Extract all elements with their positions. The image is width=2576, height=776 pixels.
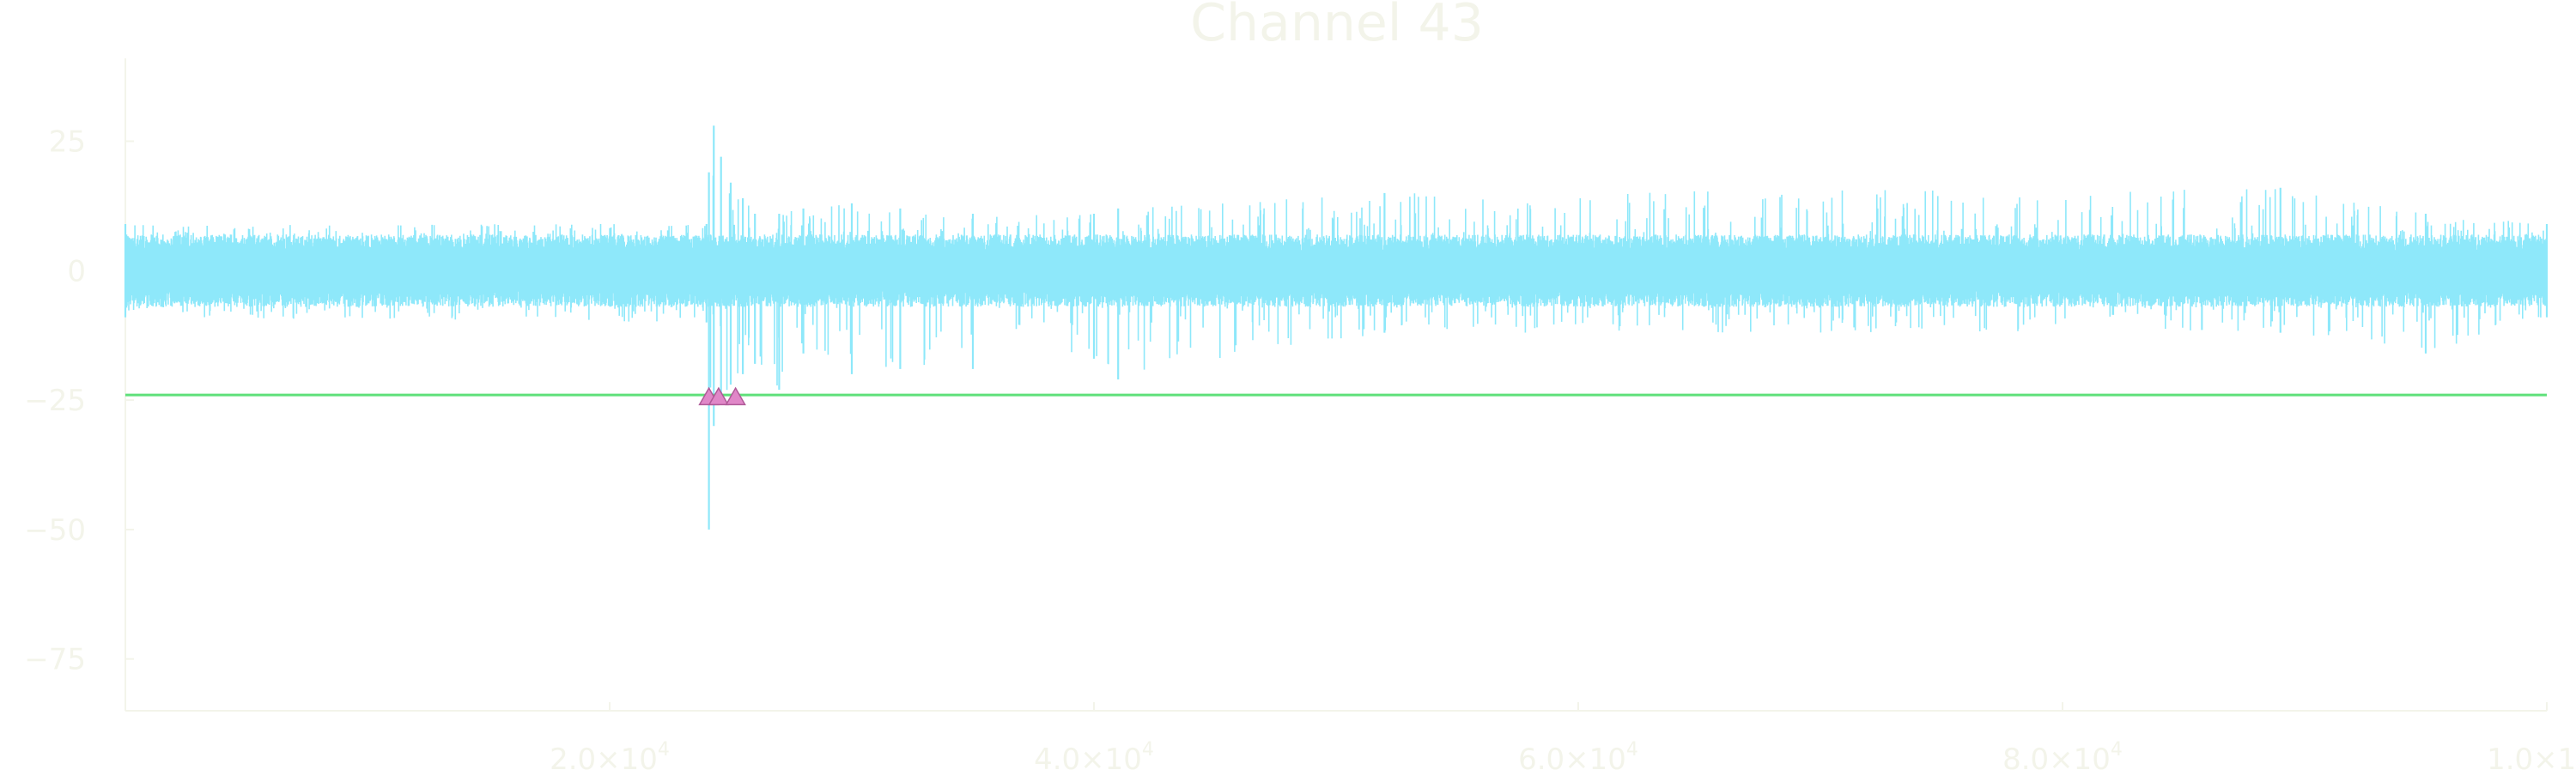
x-tick-label-base: 8.0×10 [2002, 743, 2111, 773]
x-tick-label-base: 4.0×10 [1034, 743, 1142, 773]
signal-trace [124, 125, 2549, 530]
x-tick-label-base: 2.0×10 [550, 743, 658, 773]
x-tick-label-exponent: 4 [1626, 739, 1638, 761]
spike-markers [698, 386, 746, 406]
x-tick-label: 4.0×104 [1034, 739, 1154, 773]
y-tick-label: −25 [24, 384, 86, 418]
x-tick-label-base: 6.0×10 [1518, 743, 1626, 773]
x-tick-label-base: 1.0×10 [2487, 743, 2576, 773]
x-tick-label-exponent: 4 [2111, 739, 2123, 761]
x-tick-label: 8.0×104 [2002, 739, 2123, 773]
spike-marker [725, 386, 746, 406]
x-tick-label: 1.0×105 [2487, 739, 2576, 773]
y-tick-label: 25 [49, 125, 86, 160]
spike-marker [708, 386, 730, 406]
x-tick-label-exponent: 4 [658, 739, 670, 761]
axes: 250−25−50−752.0×104 4.0×104 6.0×104 8.0×104… [24, 58, 2576, 776]
chart-title: Channel 43 [1190, 0, 1484, 53]
y-tick-label: 0 [67, 254, 86, 288]
y-tick-label: −75 [24, 643, 86, 677]
x-tick-label-exponent: 4 [1142, 739, 1154, 761]
signal-noise-body [125, 175, 2548, 391]
x-tick-label: 6.0×104 [1518, 739, 1638, 773]
x-tick-label: 2.0×104 [550, 739, 670, 773]
y-tick-label: −50 [24, 513, 86, 548]
